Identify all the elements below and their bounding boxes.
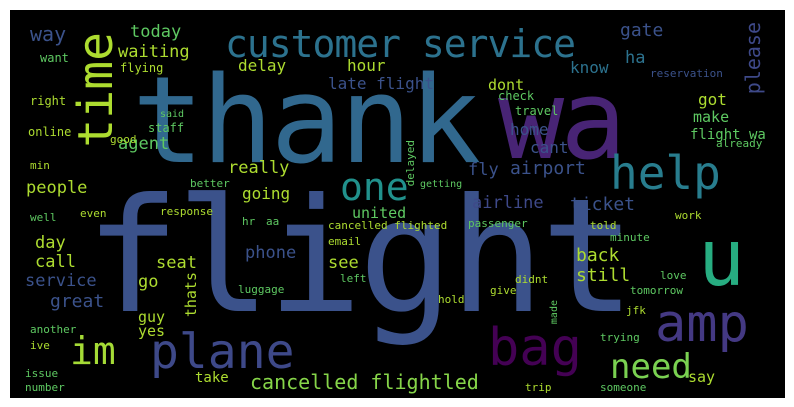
word-luggage: luggage: [238, 283, 285, 296]
word-well: well: [30, 211, 57, 224]
word-someone: someone: [600, 381, 647, 394]
word-u: u: [698, 214, 745, 304]
word-reservation: reservation: [650, 67, 723, 80]
word-cloud: flight thank wa customer service time he…: [10, 10, 785, 398]
word-still: still: [576, 265, 631, 286]
word-customer-service: customer service: [225, 22, 576, 66]
word-gate: gate: [620, 20, 664, 41]
word-trying: trying: [600, 331, 640, 344]
word-wa: wa: [498, 56, 626, 184]
word-min: min: [30, 159, 50, 172]
word-flight: flight: [85, 165, 636, 349]
word-travel: travel: [515, 104, 559, 118]
word-really: really: [228, 158, 290, 178]
word-late-flight: late flight: [328, 74, 434, 93]
word-issue: issue: [25, 367, 59, 380]
word-thats: thats: [182, 272, 200, 318]
word-minute: minute: [610, 231, 650, 244]
word-left: left: [340, 272, 367, 285]
word-im: im: [70, 329, 116, 373]
word-ive: ive: [30, 339, 50, 352]
word-thank: thank: [132, 52, 481, 191]
word-need: need: [610, 347, 692, 387]
word-today: today: [130, 22, 182, 42]
word-tomorrow: tomorrow: [630, 284, 683, 297]
word-passenger: passenger: [468, 217, 528, 230]
word-way: way: [30, 22, 67, 46]
word-please: please: [741, 22, 765, 95]
word-number: number: [25, 381, 65, 394]
word-waiting: waiting: [118, 42, 190, 62]
word-told: told: [590, 219, 617, 232]
word-airline: airline: [472, 193, 544, 213]
word-another: another: [30, 323, 77, 336]
word-phone: phone: [245, 243, 297, 263]
word-better: better: [190, 177, 230, 190]
word-getting: getting: [420, 179, 463, 190]
word-people: people: [26, 178, 88, 198]
word-see: see: [328, 253, 359, 273]
word-united: united: [352, 204, 407, 222]
word-know: know: [570, 58, 609, 77]
word-want: want: [40, 51, 69, 65]
word-trip: trip: [525, 381, 552, 394]
word-give: give: [490, 284, 517, 297]
word-plane: plane: [150, 324, 295, 380]
word-work: work: [675, 209, 702, 222]
word-got: got: [698, 90, 727, 109]
word-ha: ha: [625, 48, 646, 68]
word-cant: cant: [530, 138, 569, 157]
word-hold: hold: [438, 293, 465, 306]
word-jfk: jfk: [626, 304, 646, 317]
word-delayed: delayed: [404, 140, 417, 187]
word-great: great: [50, 291, 105, 312]
word-flying: flying: [120, 61, 164, 75]
word-delay: delay: [238, 56, 287, 75]
word-staff: staff: [148, 121, 185, 135]
word-cancelled-flighted: cancelled flighted: [328, 219, 448, 232]
word-agent: agent: [118, 134, 170, 154]
word-dont: dont: [488, 76, 525, 94]
word-email: email: [328, 235, 362, 248]
word-already: already: [716, 137, 763, 150]
word-day: day: [35, 233, 66, 253]
word-seat: seat: [156, 253, 197, 273]
word-check: check: [498, 89, 535, 103]
word-ticket: ticket: [570, 194, 636, 215]
word-online: online: [28, 125, 72, 139]
word-love: love: [660, 269, 687, 282]
word-right: right: [30, 94, 67, 108]
word-service: service: [25, 271, 97, 291]
word-response: response: [160, 205, 213, 218]
word-said: said: [160, 109, 185, 120]
word-bag: bag: [488, 318, 582, 378]
word-back: back: [576, 245, 620, 266]
word-make: make: [693, 108, 730, 126]
word-take: take: [195, 370, 229, 386]
word-time: time: [68, 32, 124, 148]
word-airport: airport: [510, 158, 586, 179]
word-aa: aa: [266, 215, 280, 228]
word-amp: amp: [655, 294, 749, 354]
word-hour: hour: [347, 56, 386, 75]
word-say: say: [688, 368, 716, 386]
word-help: help: [610, 146, 721, 200]
word-one: one: [340, 165, 409, 209]
word-flight-wa: flight wa: [690, 127, 766, 143]
word-going: going: [242, 184, 291, 203]
word-home: home: [510, 120, 549, 139]
word-hr-aa: hr: [242, 215, 256, 228]
word-made: made: [549, 300, 560, 325]
word-guy: guy: [138, 308, 166, 326]
word-didnt: didnt: [515, 273, 549, 286]
word-fly: fly: [468, 160, 499, 180]
word-even: even: [80, 207, 107, 220]
word-go: go: [138, 272, 159, 292]
word-call: call: [35, 252, 76, 272]
word-yes: yes: [138, 322, 166, 340]
word-cancelled-flightled: cancelled flightled: [250, 370, 479, 394]
word-good: good: [110, 133, 137, 146]
